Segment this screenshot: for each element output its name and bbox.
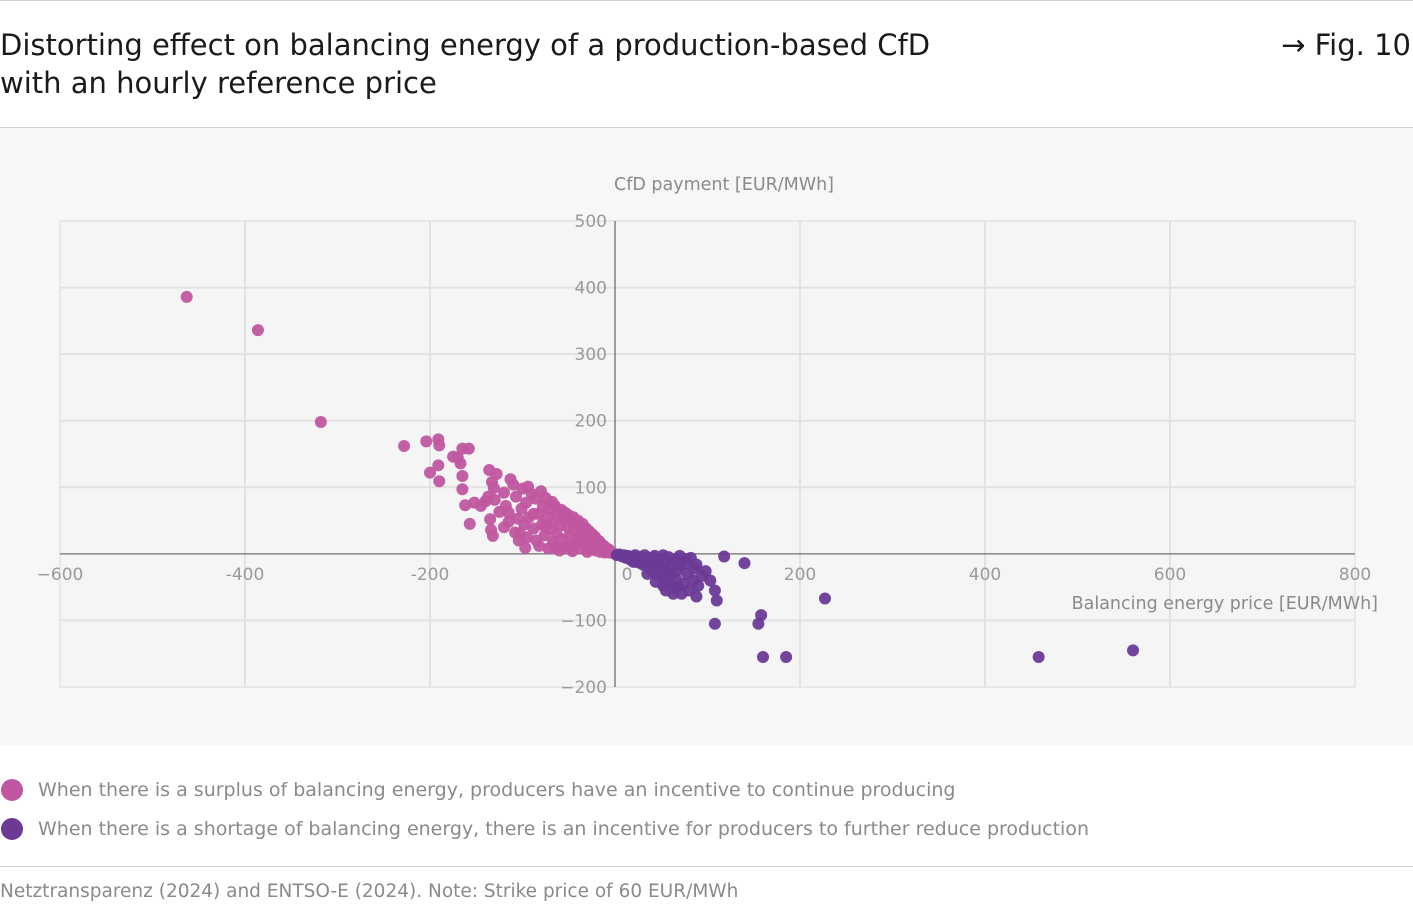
shortage-point bbox=[671, 581, 684, 594]
surplus-point bbox=[509, 526, 522, 539]
surplus-point bbox=[498, 521, 510, 534]
shortage-point bbox=[641, 567, 654, 580]
shortage-point bbox=[657, 579, 670, 592]
surplus-point bbox=[502, 506, 515, 519]
series-surplus bbox=[180, 290, 620, 560]
surplus-point bbox=[484, 513, 497, 526]
x-tick-label: 800 bbox=[1339, 565, 1371, 585]
legend-swatch-shortage bbox=[1, 818, 23, 840]
y-tick-label: −100 bbox=[560, 611, 607, 631]
shortage-point bbox=[622, 551, 635, 564]
surplus-point bbox=[520, 496, 533, 509]
y-tick-label: 500 bbox=[575, 212, 607, 232]
x-tick-label: -200 bbox=[411, 565, 450, 585]
surplus-point bbox=[251, 324, 264, 337]
shortage-point bbox=[755, 609, 768, 622]
shortage-point bbox=[780, 651, 793, 664]
surplus-point bbox=[533, 539, 546, 552]
x-tick-label: 600 bbox=[1154, 565, 1186, 585]
header-divider bbox=[0, 127, 1413, 128]
surplus-point bbox=[548, 541, 561, 554]
surplus-point bbox=[456, 483, 469, 496]
shortage-point bbox=[692, 579, 705, 592]
y-tick-label: 400 bbox=[575, 279, 607, 299]
shortage-point bbox=[699, 565, 712, 578]
surplus-point bbox=[398, 440, 411, 453]
plot-area bbox=[59, 220, 1356, 688]
grid-lines bbox=[60, 221, 1355, 687]
shortage-point bbox=[757, 651, 769, 664]
x-tick-label: 400 bbox=[969, 565, 1001, 585]
shortage-point bbox=[738, 557, 751, 570]
figure-reference-link[interactable]: → Fig. 10 bbox=[1281, 28, 1411, 62]
y-axis-title: CfD payment [EUR/MWh] bbox=[614, 175, 834, 195]
surplus-point bbox=[498, 486, 510, 499]
surplus-point bbox=[424, 466, 436, 479]
chart-title: Distorting effect on balancing energy of… bbox=[0, 26, 1080, 102]
surplus-point bbox=[420, 435, 433, 448]
legend-label-surplus: When there is a surplus of balancing ene… bbox=[38, 779, 956, 801]
axes bbox=[60, 221, 1355, 687]
shortage-point bbox=[704, 574, 717, 587]
shortage-point bbox=[1032, 651, 1045, 664]
surplus-point bbox=[462, 442, 475, 455]
chart-panel: −600 -400 -200 0 200 400 600 800 −200 −100 100 200 3… bbox=[0, 128, 1413, 745]
surplus-point bbox=[487, 481, 500, 494]
tick-labels: −600 -400 -200 0 200 400 600 800 −200 −100 100 200 3… bbox=[37, 212, 1372, 698]
shortage-point bbox=[680, 553, 693, 566]
shortage-point bbox=[690, 558, 703, 571]
legend-swatch-surplus bbox=[1, 779, 23, 801]
scatter-chart: −600 -400 -200 0 200 400 600 800 −200 −100 100 200 3… bbox=[37, 175, 1378, 698]
shortage-point bbox=[708, 584, 721, 597]
x-tick-label: 0 bbox=[622, 565, 633, 585]
surplus-point bbox=[488, 493, 501, 506]
surplus-point bbox=[510, 490, 523, 503]
surplus-point bbox=[568, 539, 581, 552]
shortage-point bbox=[646, 551, 658, 564]
surplus-point bbox=[456, 469, 469, 482]
source-note: Netztransparenz (2024) and ENTSO-E (2024… bbox=[0, 881, 739, 902]
surplus-point bbox=[519, 541, 532, 554]
surplus-point bbox=[459, 499, 472, 512]
chart-title-line-1: Distorting effect on balancing energy of… bbox=[0, 28, 931, 62]
surplus-point bbox=[433, 439, 446, 452]
y-tick-label: −200 bbox=[560, 678, 607, 698]
shortage-point bbox=[710, 594, 723, 607]
shortage-point bbox=[818, 592, 831, 605]
y-tick-label: 200 bbox=[575, 412, 607, 432]
surplus-point bbox=[507, 478, 520, 491]
surplus-point bbox=[527, 507, 540, 520]
shortage-point bbox=[708, 617, 721, 630]
x-tick-label: -400 bbox=[226, 565, 265, 585]
data-points bbox=[180, 290, 1139, 664]
footer-divider bbox=[0, 866, 1413, 867]
shortage-point bbox=[690, 590, 703, 603]
x-tick-label: 200 bbox=[784, 565, 816, 585]
series-shortage bbox=[610, 548, 1139, 664]
y-tick-label: 100 bbox=[575, 478, 607, 498]
surplus-point bbox=[539, 519, 552, 532]
y-tick-label: 300 bbox=[575, 345, 607, 365]
shortage-point bbox=[1127, 644, 1139, 657]
surplus-point bbox=[314, 416, 327, 429]
surplus-point bbox=[454, 457, 467, 470]
surplus-point bbox=[432, 459, 445, 472]
top-rule bbox=[0, 0, 1413, 1]
legend-label-shortage: When there is a shortage of balancing en… bbox=[38, 818, 1089, 840]
chart-title-line-2: with an hourly reference price bbox=[0, 66, 437, 100]
shortage-point bbox=[718, 550, 731, 563]
surplus-point bbox=[521, 531, 534, 544]
surplus-point bbox=[180, 290, 193, 303]
surplus-point bbox=[463, 517, 476, 530]
surplus-point bbox=[490, 467, 503, 480]
x-tick-label: −600 bbox=[37, 565, 84, 585]
surplus-point bbox=[486, 529, 499, 542]
x-axis-title: Balancing energy price [EUR/MWh] bbox=[1072, 594, 1378, 614]
surplus-point bbox=[433, 475, 446, 488]
